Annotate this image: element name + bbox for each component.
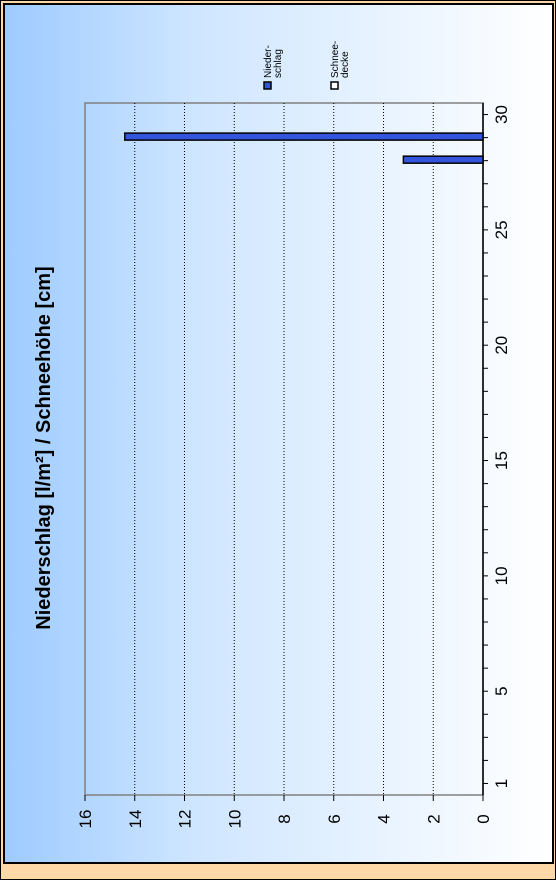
category-tick-label: 25 — [492, 220, 511, 239]
category-tick-label: 30 — [492, 105, 511, 124]
value-tick-label: 2 — [424, 814, 443, 823]
value-tick-label: 14 — [126, 810, 145, 829]
category-tick-label: 15 — [492, 451, 511, 470]
legend-label: Schnee-decke — [330, 41, 351, 78]
legend-label: Nieder-schlag — [263, 45, 284, 78]
value-tick-label: 16 — [76, 810, 95, 829]
category-tick-label: 10 — [492, 566, 511, 585]
bar-niederschlag — [124, 132, 484, 141]
category-tick-label: 1 — [492, 779, 511, 788]
category-tick-label: 20 — [492, 336, 511, 355]
value-tick-label: 8 — [275, 814, 294, 823]
value-tick-label: 10 — [225, 810, 244, 829]
legend-label-line: Nieder- — [263, 45, 274, 78]
value-tick-label: 4 — [375, 814, 394, 823]
legend-label-line: schlag — [273, 49, 284, 78]
chart-title: Niederschlag [l/m²] / Schneehöhe [cm] — [33, 266, 55, 629]
legend-swatch — [263, 81, 272, 90]
category-tick-label: 5 — [492, 686, 511, 695]
chart-panel — [3, 3, 554, 864]
value-tick-label: 0 — [474, 814, 493, 823]
legend-label-line: Schnee- — [330, 41, 341, 78]
legend-label-line: decke — [340, 51, 351, 78]
bar-niederschlag — [402, 155, 484, 164]
value-tick-label: 12 — [176, 810, 195, 829]
legend: Nieder-schlag Schnee-decke — [263, 41, 351, 90]
value-tick-label: 6 — [325, 814, 344, 823]
legend-swatch — [330, 81, 339, 90]
